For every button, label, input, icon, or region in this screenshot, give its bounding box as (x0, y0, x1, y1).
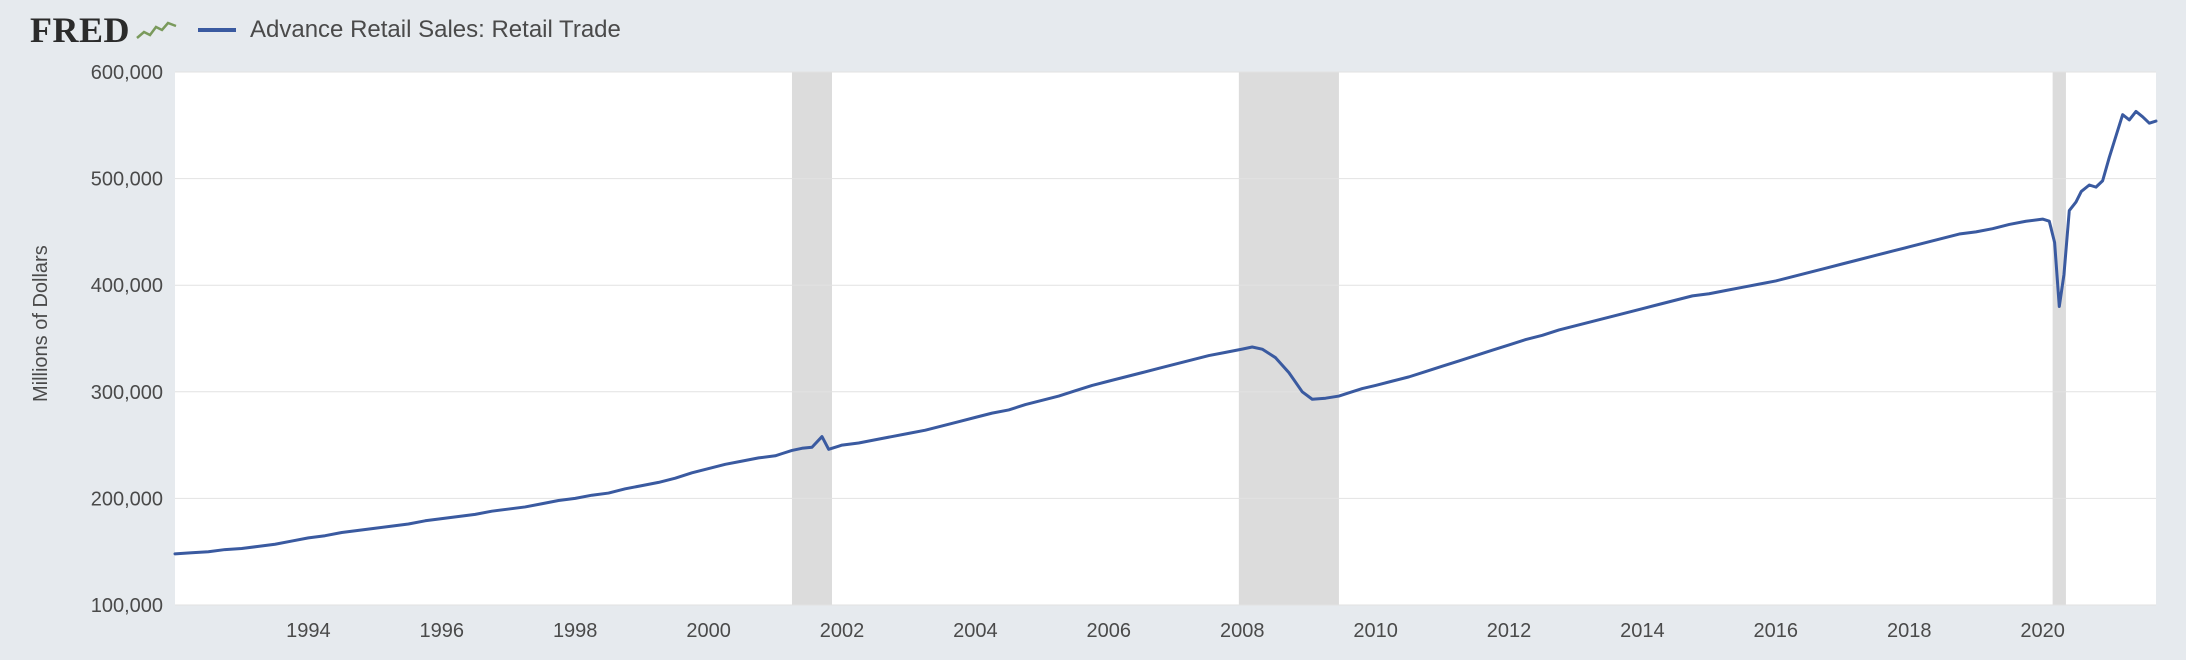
line-chart: 100,000 200,000 300,000 400,000 500,000 600,0… (0, 60, 2186, 660)
x-tick-label: 2000 (686, 620, 731, 642)
y-tick-label: 200,000 (91, 488, 163, 510)
fred-logo-spark-icon (136, 18, 178, 42)
x-tick-label: 2020 (2020, 620, 2065, 642)
x-tick-label: 2014 (1620, 620, 1665, 642)
legend-swatch (198, 28, 236, 32)
x-tick-label: 2008 (1220, 620, 1265, 642)
x-tick-label: 2006 (1087, 620, 1132, 642)
legend-label: Advance Retail Sales: Retail Trade (250, 16, 621, 44)
y-tick-label: 600,000 (91, 62, 163, 84)
chart-area: Millions of Dollars 100,000 200,000 300,00… (0, 60, 2186, 660)
x-tick-label: 1998 (553, 620, 598, 642)
x-tick-label: 2018 (1887, 620, 1932, 642)
fred-logo: FRED (30, 9, 178, 51)
header-bar: FRED Advance Retail Sales: Retail Trade (0, 0, 2186, 60)
y-tick-label: 300,000 (91, 382, 163, 404)
x-tick-label: 2004 (953, 620, 998, 642)
x-tick-label: 2012 (1487, 620, 1532, 642)
legend: Advance Retail Sales: Retail Trade (198, 16, 621, 44)
fred-logo-text: FRED (30, 9, 130, 51)
x-tick-label: 2002 (820, 620, 865, 642)
x-tick-label: 2010 (1353, 620, 1398, 642)
y-axis-label: Millions of Dollars (30, 246, 53, 403)
y-tick-label: 500,000 (91, 169, 163, 191)
x-tick-label: 2016 (1754, 620, 1799, 642)
x-tick-label: 1994 (286, 620, 331, 642)
y-tick-label: 100,000 (91, 595, 163, 617)
x-tick-label: 1996 (420, 620, 465, 642)
y-tick-label: 400,000 (91, 275, 163, 297)
